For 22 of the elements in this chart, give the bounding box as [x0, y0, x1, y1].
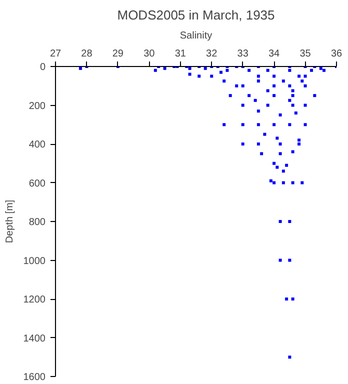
x-axis-title: Salinity: [180, 30, 212, 42]
y-tick-label: 1600: [23, 372, 46, 383]
y-tick-label: 1200: [23, 294, 46, 306]
x-tick-label: 29: [112, 48, 124, 60]
y-tick-label: 1400: [23, 333, 46, 344]
y-axis-title: Depth [m]: [4, 200, 16, 244]
x-tick-label: 31: [174, 48, 186, 60]
x-tick-label: 35: [300, 48, 312, 60]
x-tick-label: 28: [81, 48, 93, 60]
x-tick-label: 32: [206, 48, 218, 60]
y-tick-label: 400: [28, 140, 46, 150]
x-tick-label: 27: [50, 48, 62, 60]
chart-title: MODS2005 in March, 1935: [117, 8, 275, 22]
x-tick-label: 36: [330, 48, 342, 60]
y-tick-label: 200: [28, 100, 46, 112]
y-tick-label: 800: [28, 217, 46, 228]
y-tick-label: 0: [40, 62, 46, 73]
y-tick-label: 1000: [23, 256, 46, 267]
y-tick-label: 600: [28, 178, 46, 190]
x-tick-label: 33: [237, 48, 249, 60]
x-tick-label: 30: [144, 48, 156, 60]
x-tick-label: 34: [268, 48, 280, 60]
